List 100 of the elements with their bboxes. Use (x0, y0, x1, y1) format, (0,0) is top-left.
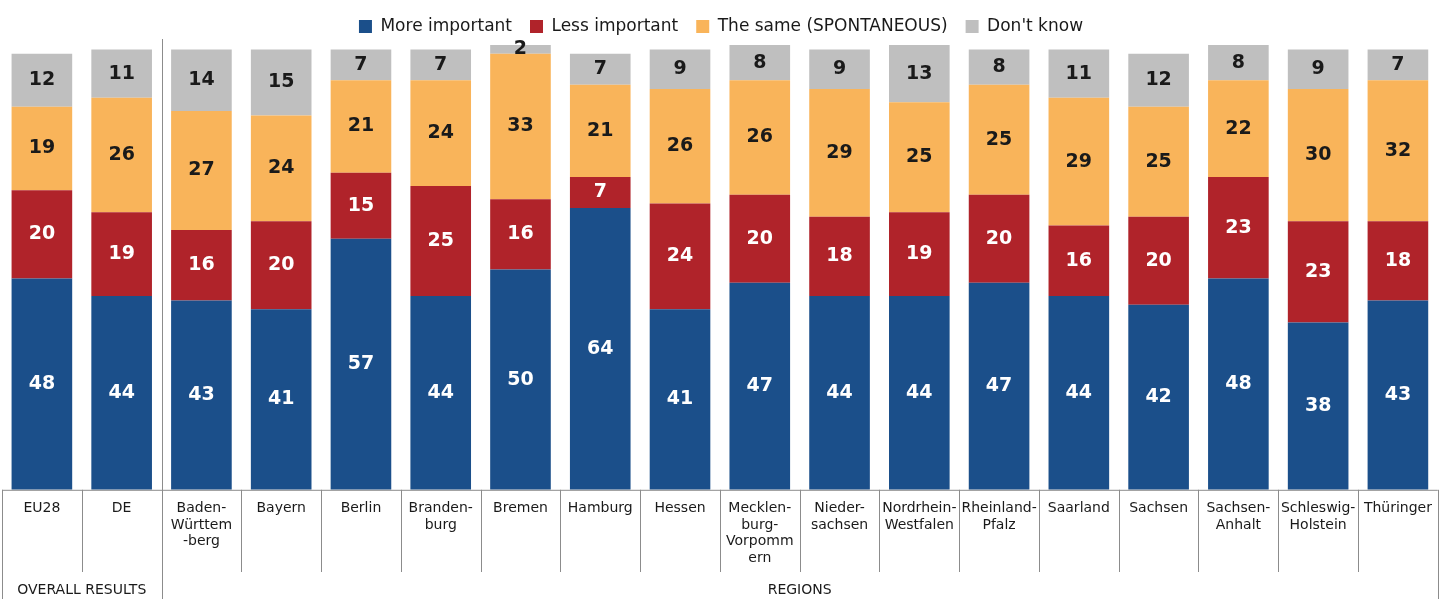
data-label: 9 (832, 56, 847, 79)
bar (569, 177, 631, 208)
data-label: 26 (108, 142, 135, 165)
x-tick-label: Thüringer (1362, 498, 1433, 515)
data-label: 7 (593, 56, 607, 79)
data-label: 41 (267, 386, 295, 409)
bar (729, 194, 791, 283)
bar (968, 84, 1030, 195)
bar (1287, 322, 1349, 490)
data-label: 7 (593, 179, 607, 202)
bar (809, 49, 870, 90)
bar (490, 53, 551, 200)
bar (569, 53, 631, 85)
data-label: 15 (347, 192, 375, 215)
bar (171, 49, 232, 112)
data-label: 57 (347, 351, 375, 374)
bar (1208, 80, 1269, 178)
x-tick-label: DE (111, 498, 132, 515)
data-label: 64 (587, 335, 614, 358)
bar (1048, 49, 1110, 98)
data-label: 11 (108, 60, 135, 83)
bar (250, 309, 312, 490)
data-label: 21 (347, 113, 375, 136)
data-label: 29 (1065, 148, 1093, 171)
bar (1048, 296, 1110, 490)
legend-label: More important (380, 14, 513, 35)
data-label: 21 (587, 117, 614, 140)
x-tick-label: Hessen (654, 498, 706, 515)
bar (91, 49, 152, 98)
bar (1287, 49, 1349, 90)
x-tick-label: Bayern (256, 498, 306, 515)
data-label: 44 (427, 379, 454, 402)
bar (1287, 221, 1349, 323)
data-label: 24 (267, 155, 295, 178)
data-label: 12 (28, 67, 56, 90)
bar (889, 102, 950, 213)
bar (410, 185, 472, 297)
data-label: 41 (666, 386, 694, 409)
bar (250, 115, 312, 222)
bar (1128, 106, 1189, 217)
x-tick-label: Nordrhein- Westfalen (882, 498, 957, 532)
bar (1287, 89, 1349, 222)
data-label: 25 (985, 126, 1013, 149)
bar (1208, 45, 1269, 81)
data-label: 48 (28, 371, 56, 394)
data-label: 25 (1145, 148, 1172, 171)
data-label: 44 (826, 379, 853, 402)
data-label: 32 (1384, 137, 1412, 160)
bar (330, 238, 392, 490)
data-label: 2 (513, 36, 528, 59)
data-label: 26 (746, 124, 774, 147)
x-tick-label: Saarland (1047, 498, 1110, 515)
data-label: 20 (985, 225, 1013, 248)
data-label: 19 (108, 241, 135, 264)
data-label: 14 (188, 67, 215, 90)
data-label: 13 (906, 60, 933, 83)
bar (569, 207, 631, 490)
bar (1128, 216, 1189, 305)
bar (729, 80, 791, 195)
bar (250, 221, 312, 310)
bar (569, 84, 631, 178)
bar (889, 296, 950, 490)
data-label: 16 (1065, 247, 1093, 270)
data-label: 11 (1065, 60, 1093, 83)
x-tick-label: Baden- Württem -berg (170, 498, 233, 549)
bar (889, 45, 950, 103)
bar (330, 172, 392, 239)
bar (649, 89, 711, 204)
bar (809, 216, 870, 297)
bar (729, 282, 791, 490)
data-label: 30 (1304, 142, 1332, 165)
data-label: 22 (1225, 115, 1252, 138)
data-label: 8 (1231, 49, 1245, 72)
bar (1367, 221, 1429, 301)
data-label: 7 (1391, 51, 1405, 74)
data-label: 43 (188, 382, 215, 405)
data-label: 24 (427, 120, 454, 143)
x-tick-label: Nieder- sachsen (810, 498, 869, 532)
text: OVERALL RESULTS (17, 580, 147, 597)
data-label: 19 (28, 135, 56, 158)
data-label: 20 (746, 225, 774, 248)
data-label: 43 (1384, 382, 1412, 405)
data-label: 20 (267, 252, 295, 275)
x-tick-label: Bremen (493, 498, 548, 515)
data-label: 42 (1145, 384, 1172, 407)
data-label: 23 (1225, 214, 1252, 237)
bar (410, 49, 472, 81)
data-label: 24 (666, 243, 694, 266)
data-label: 25 (427, 227, 454, 250)
data-label: 20 (1145, 247, 1172, 270)
data-label: 8 (992, 53, 1006, 76)
bar (11, 106, 73, 191)
x-tick-label: Berlin (340, 498, 382, 515)
bar (410, 296, 472, 490)
data-label: 23 (1304, 258, 1332, 281)
data-label: 8 (753, 49, 767, 72)
bar (11, 190, 73, 279)
data-label: 9 (673, 56, 687, 79)
bar (1367, 300, 1429, 490)
bar (968, 194, 1030, 283)
